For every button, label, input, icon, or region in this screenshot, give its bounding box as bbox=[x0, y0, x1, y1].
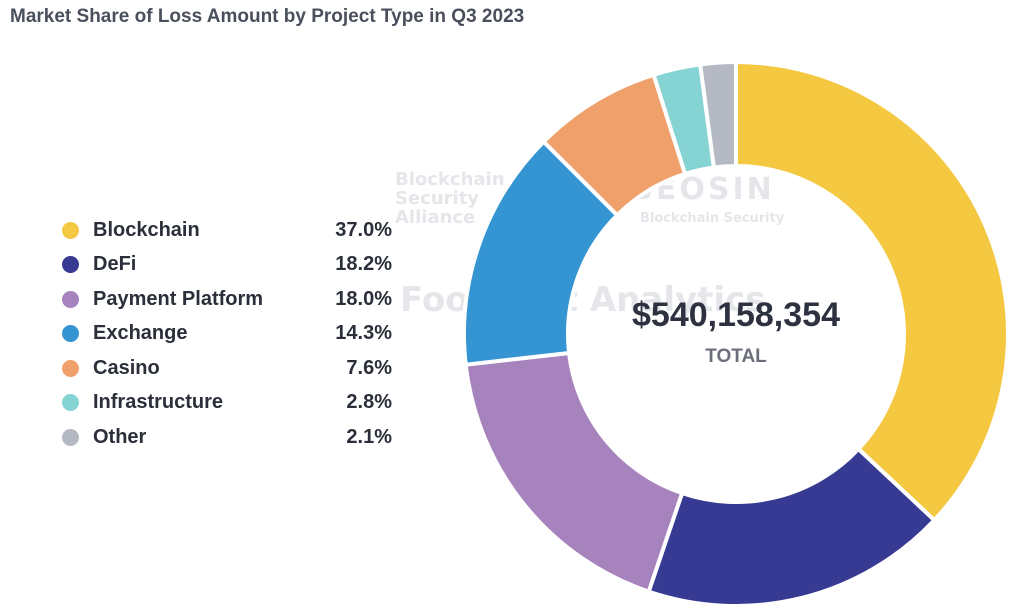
legend-swatch bbox=[62, 325, 79, 343]
legend-item[interactable]: Blockchain 37.0% bbox=[62, 213, 392, 248]
watermark-bsa-line: Blockchain bbox=[395, 169, 505, 190]
total-label: TOTAL bbox=[705, 346, 767, 367]
legend-item[interactable]: Payment Platform 18.0% bbox=[62, 282, 392, 317]
legend-value: 14.3% bbox=[335, 322, 392, 345]
legend-item[interactable]: Exchange 14.3% bbox=[62, 317, 392, 352]
legend-item[interactable]: DeFi 18.2% bbox=[62, 248, 392, 283]
legend: Blockchain 37.0% DeFi 18.2% Payment Plat… bbox=[62, 213, 392, 455]
donut-slice-payment-platform[interactable] bbox=[463, 350, 685, 594]
donut-slice-other[interactable] bbox=[698, 60, 738, 170]
legend-swatch bbox=[62, 221, 79, 239]
legend-item[interactable]: Casino 7.6% bbox=[62, 351, 392, 386]
watermark-blockchain-security-alliance: Blockchain Security Alliance bbox=[395, 170, 505, 227]
watermark-footprint: Footprint Analytics bbox=[400, 280, 766, 320]
legend-swatch bbox=[62, 428, 79, 446]
legend-value: 37.0% bbox=[335, 218, 392, 241]
legend-label: Blockchain bbox=[93, 218, 200, 241]
legend-label: Casino bbox=[93, 356, 160, 379]
legend-label: Other bbox=[93, 425, 147, 448]
legend-item[interactable]: Infrastructure 2.8% bbox=[62, 386, 392, 421]
legend-swatch bbox=[62, 359, 79, 377]
legend-label: Exchange bbox=[93, 322, 188, 345]
watermark-beosin-sub: Blockchain Security bbox=[640, 211, 785, 226]
legend-value: 18.0% bbox=[335, 287, 392, 310]
legend-label: Infrastructure bbox=[93, 391, 224, 414]
legend-swatch bbox=[62, 256, 79, 274]
chart-title: Market Share of Loss Amount by Project T… bbox=[10, 6, 525, 27]
donut-slice-blockchain[interactable] bbox=[734, 60, 1010, 523]
watermark-bsa-line: Alliance bbox=[395, 207, 476, 228]
legend-value: 2.8% bbox=[346, 391, 392, 414]
legend-label: Payment Platform bbox=[93, 287, 264, 310]
legend-item[interactable]: Other 2.1% bbox=[62, 420, 392, 455]
legend-swatch bbox=[62, 290, 79, 308]
donut-slice-defi[interactable] bbox=[646, 447, 937, 608]
legend-value: 7.6% bbox=[346, 356, 392, 379]
legend-label: DeFi bbox=[93, 253, 137, 276]
legend-value: 2.1% bbox=[346, 425, 392, 448]
legend-value: 18.2% bbox=[335, 253, 392, 276]
total-value: $540,158,354 bbox=[632, 296, 840, 334]
watermark-bsa-line: Security bbox=[395, 188, 480, 209]
legend-swatch bbox=[62, 394, 79, 412]
